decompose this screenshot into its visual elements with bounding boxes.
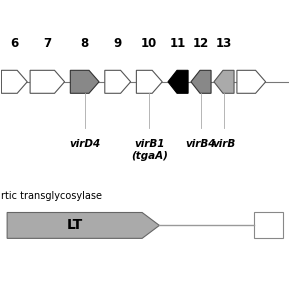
Polygon shape [30,70,65,93]
Polygon shape [191,70,211,93]
Text: virB: virB [212,139,235,149]
Polygon shape [7,213,160,238]
Polygon shape [105,70,130,93]
Text: virB1
(tgaA): virB1 (tgaA) [131,139,168,161]
Polygon shape [237,70,266,93]
Text: 9: 9 [114,37,122,50]
Text: 7: 7 [43,37,51,50]
Text: 11: 11 [170,37,186,50]
Text: 12: 12 [193,37,209,50]
Polygon shape [136,70,162,93]
Text: rtic transglycosylase: rtic transglycosylase [1,191,102,201]
Bar [254,213,283,238]
Polygon shape [1,70,27,93]
Text: virD4: virD4 [69,139,100,149]
Polygon shape [168,70,188,93]
Text: virB4: virB4 [186,139,216,149]
Text: 10: 10 [141,37,157,50]
Polygon shape [214,70,234,93]
Polygon shape [70,70,99,93]
Text: 13: 13 [216,37,232,50]
Text: 8: 8 [81,37,89,50]
Text: LT: LT [66,218,83,232]
Text: 6: 6 [10,37,19,50]
